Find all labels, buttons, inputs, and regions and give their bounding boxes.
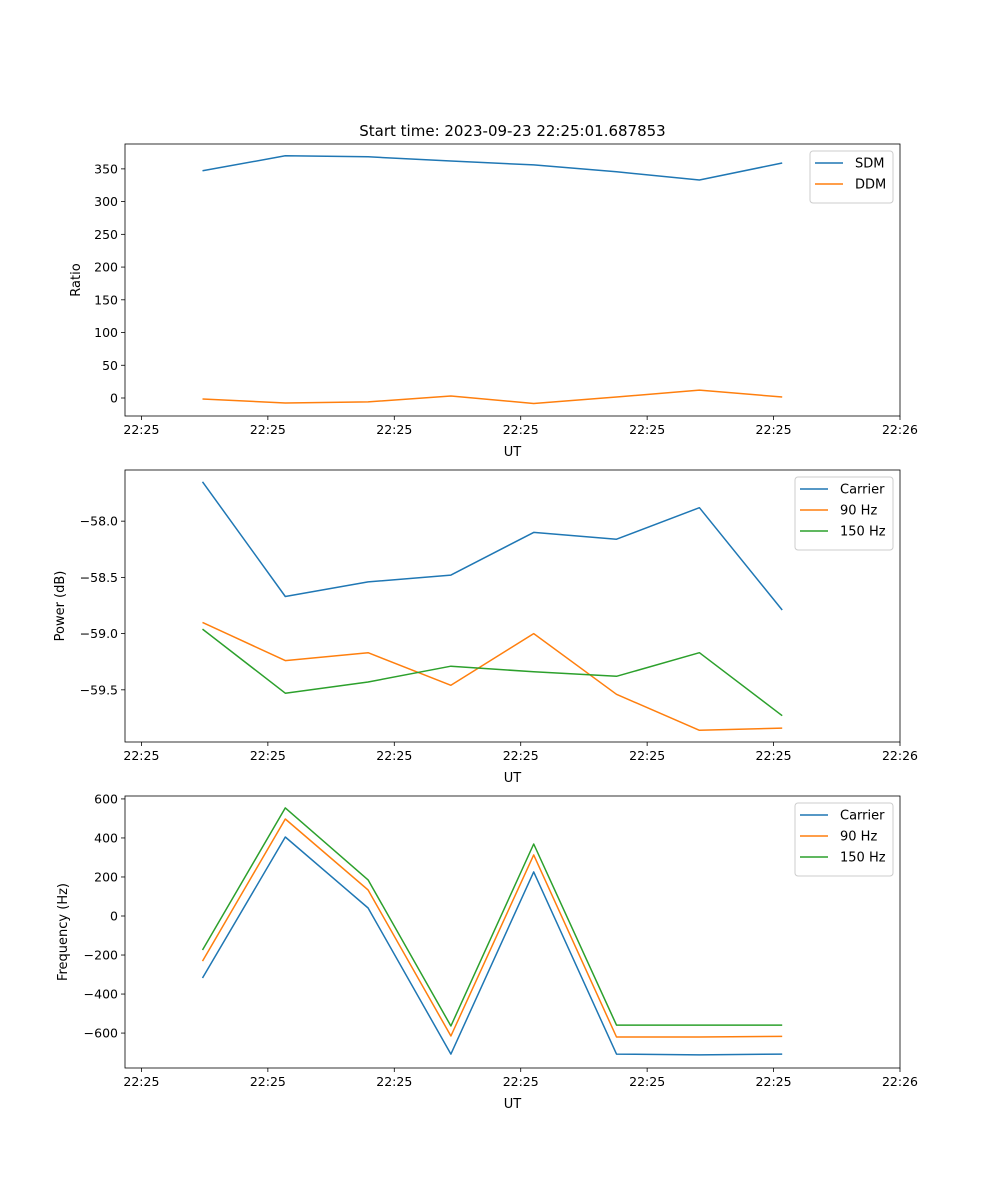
x-tick-label: 22:25 xyxy=(629,422,665,437)
series-line-150-hz xyxy=(202,628,783,717)
x-tick-label: 22:25 xyxy=(629,1074,665,1089)
x-tick-label: 22:25 xyxy=(123,748,159,763)
y-tick-label: 200 xyxy=(94,260,118,275)
legend: Carrier 90 Hz 150 Hz xyxy=(794,476,894,551)
series-line-90-hz xyxy=(201,818,783,1038)
x-tick-label: 22:25 xyxy=(376,422,412,437)
y-tick-label: −59.5 xyxy=(80,682,118,697)
x-tick-label: 22:25 xyxy=(756,748,792,763)
x-tick-label: 22:25 xyxy=(376,748,412,763)
x-tick-label: 22:25 xyxy=(250,1074,286,1089)
chart-title: Start time: 2023-09-23 22:25:01.687853 xyxy=(359,122,665,140)
y-tick-label: −59.0 xyxy=(80,626,118,641)
y-tick-label: 400 xyxy=(94,830,118,845)
x-tick-label: 22:25 xyxy=(756,1074,792,1089)
y-tick-label: −200 xyxy=(84,948,118,963)
legend-box xyxy=(809,150,894,204)
x-tick-label: 22:25 xyxy=(503,1074,539,1089)
axes-0: 22:25 22:25 22:25 22:25 22:25 22:25 22:26 0 50 10… xyxy=(69,122,918,460)
series-line-carrier xyxy=(201,481,783,611)
legend-label: DDM xyxy=(855,178,886,193)
series-line-carrier xyxy=(201,836,783,1056)
y-tick-label: −58.5 xyxy=(80,570,118,585)
x-tick-label: 22:25 xyxy=(503,422,539,437)
x-tick-label: 22:25 xyxy=(250,422,286,437)
y-tick-label: 250 xyxy=(94,227,118,242)
legend-label: Carrier xyxy=(840,483,885,498)
axes-frame xyxy=(124,469,901,743)
x-tick-label: 22:25 xyxy=(123,422,159,437)
legend-label: SDM xyxy=(855,157,884,172)
x-tick-label: 22:25 xyxy=(629,748,665,763)
y-tick-label: 300 xyxy=(94,194,118,209)
legend-label: Carrier xyxy=(840,809,885,824)
y-axis-label: Frequency (Hz) xyxy=(56,883,71,981)
x-axis-label: UT xyxy=(504,445,522,460)
y-tick-label: 100 xyxy=(94,325,118,340)
x-tick-label: 22:26 xyxy=(882,1074,918,1089)
axes-frame xyxy=(124,795,901,1069)
axes-2: 22:25 22:25 22:25 22:25 22:25 22:25 22:26 −600 −… xyxy=(56,791,918,1112)
axes-frame xyxy=(124,143,901,417)
y-tick-label: 200 xyxy=(94,869,118,884)
y-axis-label: Ratio xyxy=(69,263,84,296)
y-axis-label: Power (dB) xyxy=(53,571,68,642)
x-tick-label: 22:25 xyxy=(250,748,286,763)
y-tick-label: −58.0 xyxy=(80,514,118,529)
x-tick-label: 22:25 xyxy=(756,422,792,437)
legend: Carrier 90 Hz 150 Hz xyxy=(794,802,894,877)
legend: SDM DDM xyxy=(809,150,894,204)
x-tick-label: 22:26 xyxy=(882,422,918,437)
series-line-ddm xyxy=(202,389,783,405)
x-axis-label: UT xyxy=(504,1097,522,1112)
y-tick-label: −400 xyxy=(84,987,118,1002)
legend-label: 150 Hz xyxy=(840,851,886,866)
series-line-90-hz xyxy=(202,621,783,732)
x-tick-label: 22:25 xyxy=(123,1074,159,1089)
legend-label: 90 Hz xyxy=(840,830,877,845)
legend-label: 150 Hz xyxy=(840,525,886,540)
x-tick-label: 22:25 xyxy=(503,748,539,763)
series-line-150-hz xyxy=(201,807,783,1027)
x-tick-label: 22:26 xyxy=(882,748,918,763)
x-axis-label: UT xyxy=(504,771,522,786)
legend-label: 90 Hz xyxy=(840,504,877,519)
y-tick-label: 350 xyxy=(94,161,118,176)
axes-1: 22:25 22:25 22:25 22:25 22:25 22:25 22:26 −58.0… xyxy=(53,469,918,786)
y-tick-label: 600 xyxy=(94,791,118,806)
y-tick-label: −600 xyxy=(84,1026,118,1041)
y-tick-label: 0 xyxy=(110,390,118,405)
y-tick-label: 50 xyxy=(102,358,118,373)
x-tick-label: 22:25 xyxy=(376,1074,412,1089)
y-tick-label: 0 xyxy=(110,909,118,924)
series-line-sdm xyxy=(202,155,783,181)
y-tick-label: 150 xyxy=(94,292,118,307)
